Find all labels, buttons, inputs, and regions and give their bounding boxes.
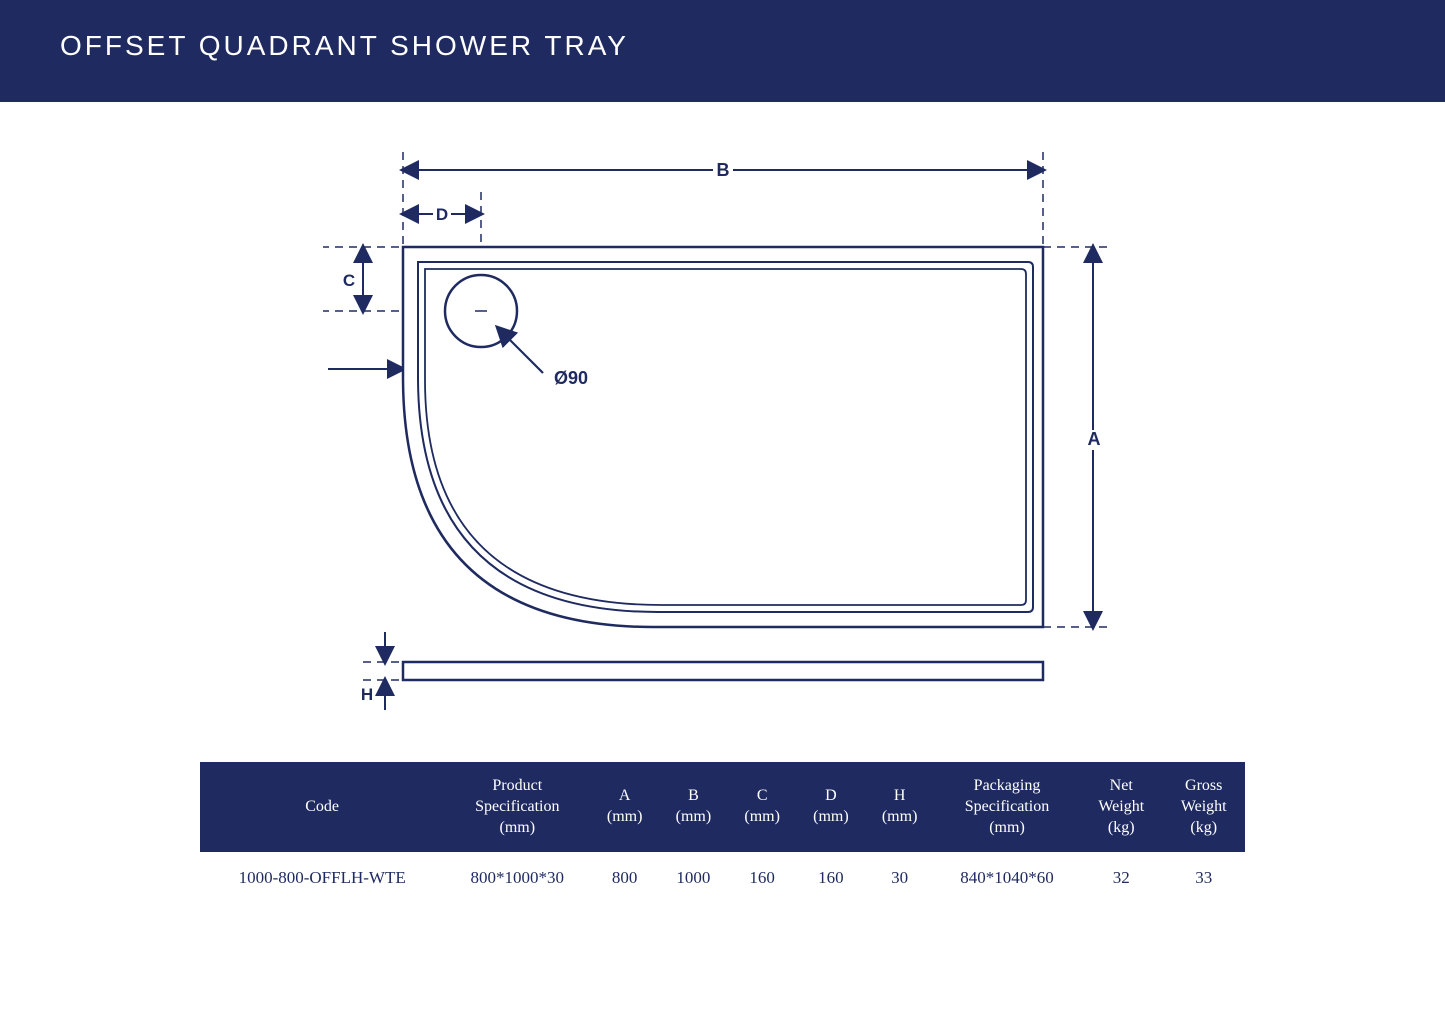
col-A: A(mm) (590, 762, 659, 852)
table-row: 1000-800-OFFLH-WTE800*1000*3080010001601… (200, 852, 1245, 904)
cell-B: 1000 (659, 852, 728, 904)
tray-side-view (403, 662, 1043, 680)
cell-pkgspec: 840*1040*60 (934, 852, 1080, 904)
dim-label-d: D (435, 205, 447, 224)
dim-label-c: C (342, 271, 354, 290)
cell-H: 30 (865, 852, 934, 904)
cell-code: 1000-800-OFFLH-WTE (200, 852, 444, 904)
dim-label-h: H (360, 685, 372, 704)
spec-table-head: CodeProductSpecification(mm)A(mm)B(mm)C(… (200, 762, 1245, 852)
cell-prodspec: 800*1000*30 (444, 852, 590, 904)
page-header: OFFSET QUADRANT SHOWER TRAY (0, 0, 1445, 102)
col-C: C(mm) (728, 762, 797, 852)
diagram-container: B D C A 55 Ø90 (0, 102, 1445, 762)
cell-C: 160 (728, 852, 797, 904)
col-code: Code (200, 762, 444, 852)
cell-gross: 33 (1162, 852, 1245, 904)
cell-A: 800 (590, 852, 659, 904)
spec-table-container: CodeProductSpecification(mm)A(mm)B(mm)C(… (0, 762, 1445, 964)
spec-table-body: 1000-800-OFFLH-WTE800*1000*3080010001601… (200, 852, 1245, 904)
spec-table: CodeProductSpecification(mm)A(mm)B(mm)C(… (200, 762, 1245, 904)
col-H: H(mm) (865, 762, 934, 852)
cell-net: 32 (1080, 852, 1162, 904)
col-B: B(mm) (659, 762, 728, 852)
col-pkgspec: PackagingSpecification(mm) (934, 762, 1080, 852)
dim-label-drain: Ø90 (553, 368, 587, 388)
dim-label-b: B (716, 160, 729, 180)
col-net: NetWeight(kg) (1080, 762, 1162, 852)
page-title: OFFSET QUADRANT SHOWER TRAY (60, 30, 1385, 62)
technical-drawing: B D C A 55 Ø90 (323, 152, 1123, 732)
col-prodspec: ProductSpecification(mm) (444, 762, 590, 852)
col-gross: GrossWeight(kg) (1162, 762, 1245, 852)
dim-label-a: A (1087, 429, 1100, 449)
cell-D: 160 (797, 852, 866, 904)
col-D: D(mm) (797, 762, 866, 852)
